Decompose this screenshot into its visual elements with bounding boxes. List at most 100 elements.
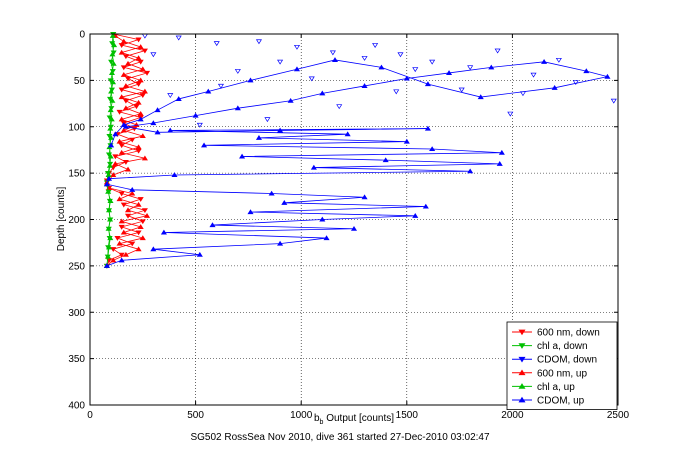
data-point — [477, 94, 484, 100]
data-point — [137, 197, 144, 202]
data-point — [109, 97, 116, 103]
data-point — [118, 49, 125, 55]
data-point — [287, 97, 294, 103]
data-point — [116, 240, 123, 246]
data-point — [150, 120, 157, 126]
series-line — [106, 33, 149, 267]
data-point — [167, 127, 174, 133]
legend-marker — [518, 356, 526, 363]
data-point — [196, 251, 203, 257]
data-point — [112, 131, 119, 137]
data-point — [116, 109, 123, 115]
x-axis-label: bb Output [counts] — [314, 413, 394, 426]
data-point — [107, 198, 114, 203]
data-point — [122, 83, 129, 88]
data-point — [154, 129, 161, 135]
data-point — [107, 125, 114, 131]
data-point — [118, 224, 125, 230]
data-point — [137, 44, 144, 50]
data-point — [137, 110, 144, 116]
legend-label: chl a, up — [537, 382, 575, 393]
legend-marker — [518, 369, 526, 376]
data-point — [167, 93, 174, 99]
data-point — [293, 44, 301, 50]
y-tick-label: 350 — [68, 354, 85, 365]
y-tick-label: 250 — [68, 261, 85, 272]
legend-entry: CDOM, down — [512, 355, 597, 366]
x-tick-label: 1500 — [396, 410, 419, 421]
data-point — [323, 235, 330, 241]
data-point — [141, 208, 148, 214]
data-point — [604, 73, 611, 79]
y-axis-label: Depth [counts] — [56, 187, 67, 252]
data-point — [137, 59, 144, 65]
data-point — [403, 138, 410, 144]
data-point — [424, 125, 431, 131]
data-point — [393, 89, 400, 95]
data-point — [105, 207, 113, 213]
data-point — [247, 77, 254, 83]
data-point — [344, 131, 351, 137]
data-point — [108, 88, 115, 94]
data-point — [120, 127, 127, 133]
data-point — [378, 64, 385, 70]
data-point — [583, 68, 590, 74]
data-point — [192, 112, 199, 118]
data-point — [141, 88, 148, 94]
data-point — [111, 42, 118, 48]
legend-label: 600 nm, down — [537, 328, 600, 339]
data-point — [135, 37, 142, 43]
data-point — [124, 60, 132, 66]
data-point — [107, 96, 114, 102]
series-chl-a-up — [103, 33, 118, 268]
data-point — [141, 155, 148, 161]
data-point — [135, 230, 142, 236]
data-point — [467, 65, 474, 71]
data-point — [429, 59, 436, 65]
data-point — [107, 153, 114, 159]
data-point — [118, 252, 125, 258]
data-point — [424, 81, 431, 87]
data-point — [572, 80, 579, 86]
series-cdom-up — [103, 57, 611, 268]
data-point — [234, 105, 241, 111]
legend-entry: 600 nm, up — [512, 368, 587, 379]
legend-marker — [518, 329, 526, 336]
x-tick-label: 2000 — [501, 410, 524, 421]
data-point — [361, 83, 368, 88]
data-point — [139, 66, 146, 72]
data-point — [120, 122, 127, 127]
legend-entry: chl a, down — [512, 341, 588, 352]
legend-label: CDOM, up — [537, 396, 585, 407]
data-point — [264, 117, 271, 123]
data-point — [122, 105, 129, 111]
data-point — [496, 161, 503, 166]
data-point — [118, 43, 125, 48]
data-point — [135, 201, 142, 207]
data-point — [329, 50, 336, 56]
data-point — [106, 115, 113, 121]
data-point — [175, 35, 182, 41]
data-point — [171, 172, 178, 178]
data-point — [137, 224, 144, 229]
data-point — [555, 57, 562, 63]
data-point — [239, 153, 246, 159]
data-point — [124, 76, 132, 82]
figure-caption: SG502 RossSea Nov 2010, dive 361 started… — [190, 432, 490, 443]
data-point — [143, 70, 151, 76]
data-point — [118, 218, 125, 224]
data-point — [118, 149, 125, 155]
legend-entry: CDOM, up — [512, 396, 585, 407]
data-point — [403, 75, 410, 81]
data-point — [110, 257, 117, 263]
data-point — [277, 240, 284, 246]
data-point — [129, 190, 136, 196]
data-point — [446, 70, 453, 75]
data-point — [458, 87, 465, 93]
series-600-nm-up — [103, 33, 151, 268]
data-point — [122, 251, 129, 257]
data-point — [120, 65, 127, 71]
y-tick-label: 300 — [68, 308, 85, 319]
legend-entry: chl a, up — [512, 382, 575, 393]
x-tick-label: 0 — [87, 410, 93, 421]
